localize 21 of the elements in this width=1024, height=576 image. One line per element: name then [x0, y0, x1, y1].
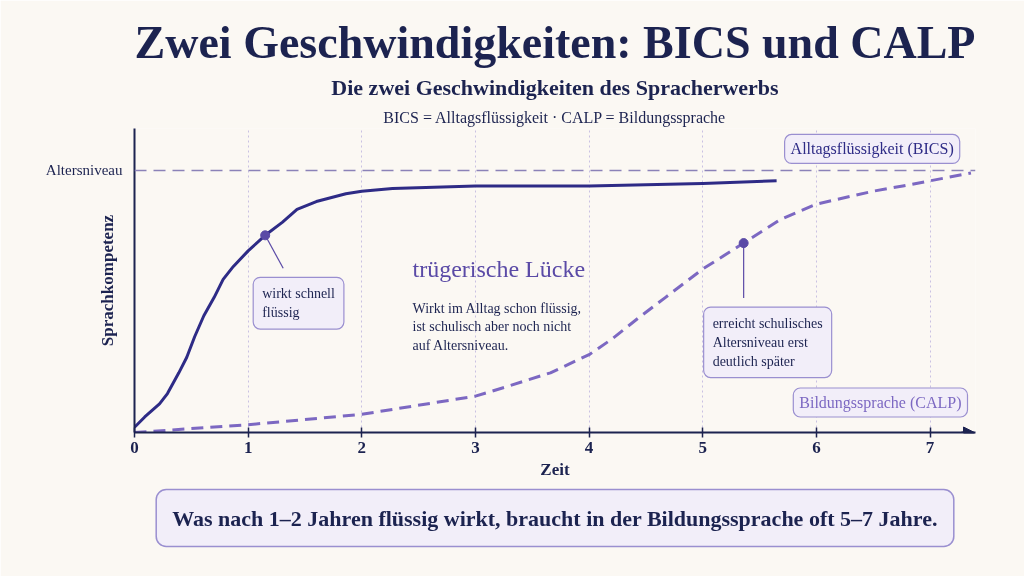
- y-axis-title: Sprachkompetenz: [97, 214, 117, 347]
- x-tick-label: 1: [243, 437, 253, 457]
- ref-line-label: Altersniveau: [45, 162, 123, 179]
- annotation: trügerische Lücke: [412, 255, 586, 282]
- annotation: erreicht schulisches Altersniveau erst deutlich später: [712, 316, 823, 369]
- x-tick-label: 2: [357, 437, 367, 457]
- x-axis-title: Zeit: [540, 459, 570, 479]
- annotation: Wirkt im Alltag schon flüssig, ist schulisch aber noch nicht auf Altersniveau.: [412, 300, 582, 353]
- text: Was nach 1–2 Jahren flüssig wirkt, braucht in der Bildungssprache oft 5–7 Jahre.: [172, 505, 938, 531]
- x-tick-label: 0: [130, 437, 139, 457]
- x-tick-label: 6: [812, 437, 821, 457]
- chart-subtitle: Die zwei Geschwindigkeiten des Spracherwerbs: [331, 74, 780, 100]
- x-tick-label: 3: [471, 437, 480, 457]
- chart-title: Zwei Geschwindigkeiten: BICS und CALP: [134, 16, 976, 68]
- x-tick-label: 7: [925, 437, 935, 457]
- annotation: wirkt schnell flüssig: [262, 286, 336, 321]
- text: BICS = Alltagsflüssigkeit · CALP = Bildungssprache: [383, 108, 726, 127]
- series-label: Alltagsflüssigkeit (BICS): [790, 140, 954, 159]
- x-tick-label: 5: [698, 437, 707, 457]
- text: Bildungssprache (CALP): [799, 394, 962, 412]
- x-tick-label: 4: [584, 437, 594, 457]
